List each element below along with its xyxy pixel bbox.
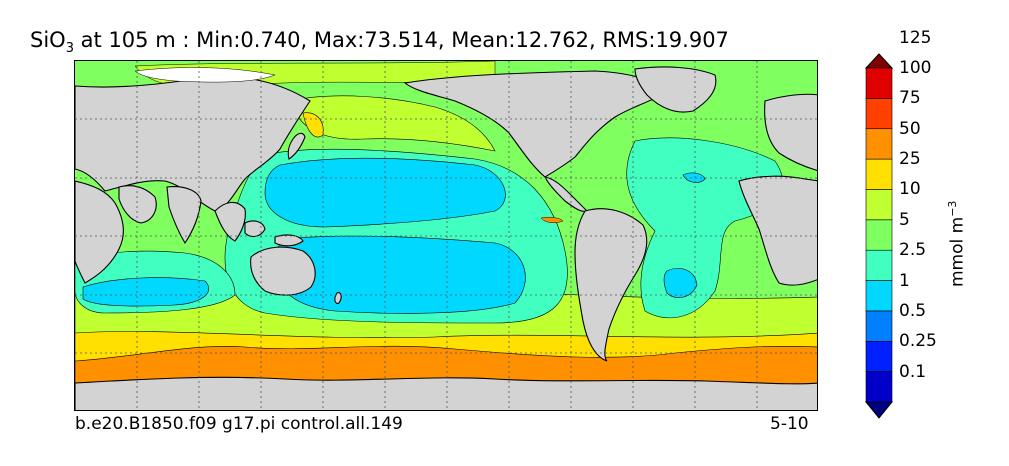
land-antarctica (75, 376, 817, 410)
case-name: b.e20.B1850.f09 g17.pi control.all.149 (75, 414, 403, 434)
graticule (75, 61, 817, 410)
land-new-guinea (274, 234, 304, 247)
north-atlantic-gyre (682, 172, 706, 183)
colorbar-segment (865, 340, 893, 372)
colorbar-tick-label: 2.5 (899, 240, 927, 261)
land-greenland (634, 66, 717, 113)
colorbar-segment (865, 280, 893, 312)
colorbar-segment (865, 67, 893, 99)
colorbar-tick-label: 1 (899, 270, 910, 291)
colorbar-tick-label: 25 (899, 149, 921, 170)
colorbar-tick-label: 75 (899, 88, 921, 109)
land (75, 66, 817, 410)
year-range: 5-10 (770, 414, 809, 434)
colorbar-extend-min (864, 401, 894, 419)
north-pacific-band-25 (302, 112, 324, 138)
land-south-america (574, 208, 648, 362)
land-india (166, 186, 202, 245)
unit-text: mmol m (947, 216, 968, 287)
map-panel (74, 60, 818, 411)
colorbar-tick-label: 0.1 (899, 361, 927, 382)
colorbar-tick-label: 125 (899, 27, 932, 48)
colorbar-extend-max (864, 53, 894, 69)
ocean-field-map (75, 61, 817, 410)
north-pacific-band-10 (289, 95, 496, 152)
colorbar-segment (865, 219, 893, 251)
land-africa-west (738, 175, 817, 286)
colorbar-tick-label: 10 (899, 179, 921, 200)
land-se-asia (214, 201, 246, 242)
south-atlantic-gyre (663, 268, 698, 298)
colorbar-segment (865, 310, 893, 342)
title-species-subscript: 3 (65, 41, 74, 57)
colorbar-segment (865, 371, 893, 403)
land-japan (287, 132, 306, 160)
unit-exponent: −3 (946, 200, 959, 217)
land-africa-east (75, 180, 124, 284)
title-species: SiO (30, 28, 66, 52)
land-new-zealand (334, 292, 342, 304)
equatorial-band-10 (540, 216, 564, 223)
colorbar-segment (865, 249, 893, 281)
land-arabia (118, 185, 157, 224)
colorbar-tick-label: 0.5 (899, 300, 927, 321)
title-stats: at 105 m : Min:0.740, Max:73.514, Mean:1… (73, 28, 729, 52)
colorbar-tick-label: 50 (899, 118, 921, 139)
colorbar-tick-label: 5 (899, 209, 910, 230)
land-north-america (403, 70, 666, 178)
colorbar-segment (865, 128, 893, 160)
colorbar-segment (865, 98, 893, 130)
colorbar-segment (865, 158, 893, 190)
land-europe-right (764, 93, 817, 171)
colorbar (864, 53, 894, 419)
colorbar-unit-label: mmol m−3 (946, 201, 968, 287)
colorbar-tick-label: 0.25 (899, 331, 937, 352)
plot-title: SiO3 at 105 m : Min:0.740, Max:73.514, M… (30, 28, 729, 56)
land-borneo (244, 220, 266, 238)
colorbar-segment (865, 189, 893, 221)
land-australia (250, 246, 316, 296)
colorbar-tick-label: 100 (899, 58, 932, 78)
indian-gyre (82, 277, 210, 307)
